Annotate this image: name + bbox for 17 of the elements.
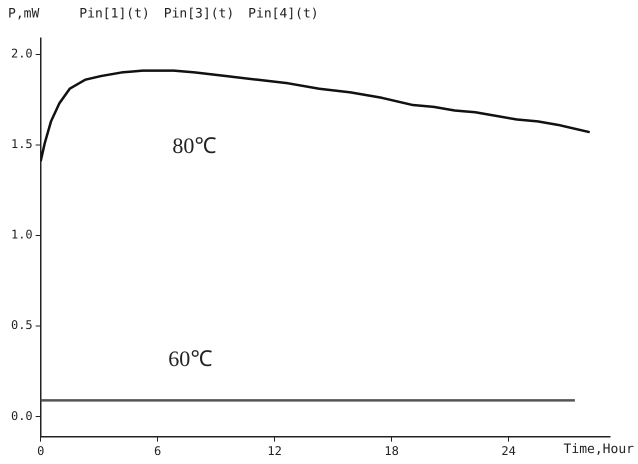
x-tick-label: 18 — [384, 444, 399, 458]
y-tick-label: 2.0 — [10, 46, 33, 60]
x-axis-title: Time,Hour — [564, 442, 634, 457]
y-tick-label: 0.5 — [10, 318, 33, 332]
x-tick-label: 6 — [154, 444, 162, 458]
text: Pin[3](t) — [164, 6, 234, 22]
y-tick-label: 0.0 — [10, 408, 33, 423]
y-tick-label: 1.5 — [10, 137, 33, 152]
series-label: 60℃ — [168, 346, 212, 372]
x-tick-label: 24 — [501, 444, 516, 458]
text: Pin[4](t) — [248, 6, 319, 22]
text: 80℃ — [172, 133, 216, 158]
x-tick-label: 12 — [267, 444, 282, 458]
x-tick-label: 0 — [37, 444, 44, 458]
y-tick-label: 1.0 — [10, 228, 33, 242]
y-axis-title: P,mW — [8, 6, 40, 22]
text: Pin[1](t) — [79, 6, 150, 22]
